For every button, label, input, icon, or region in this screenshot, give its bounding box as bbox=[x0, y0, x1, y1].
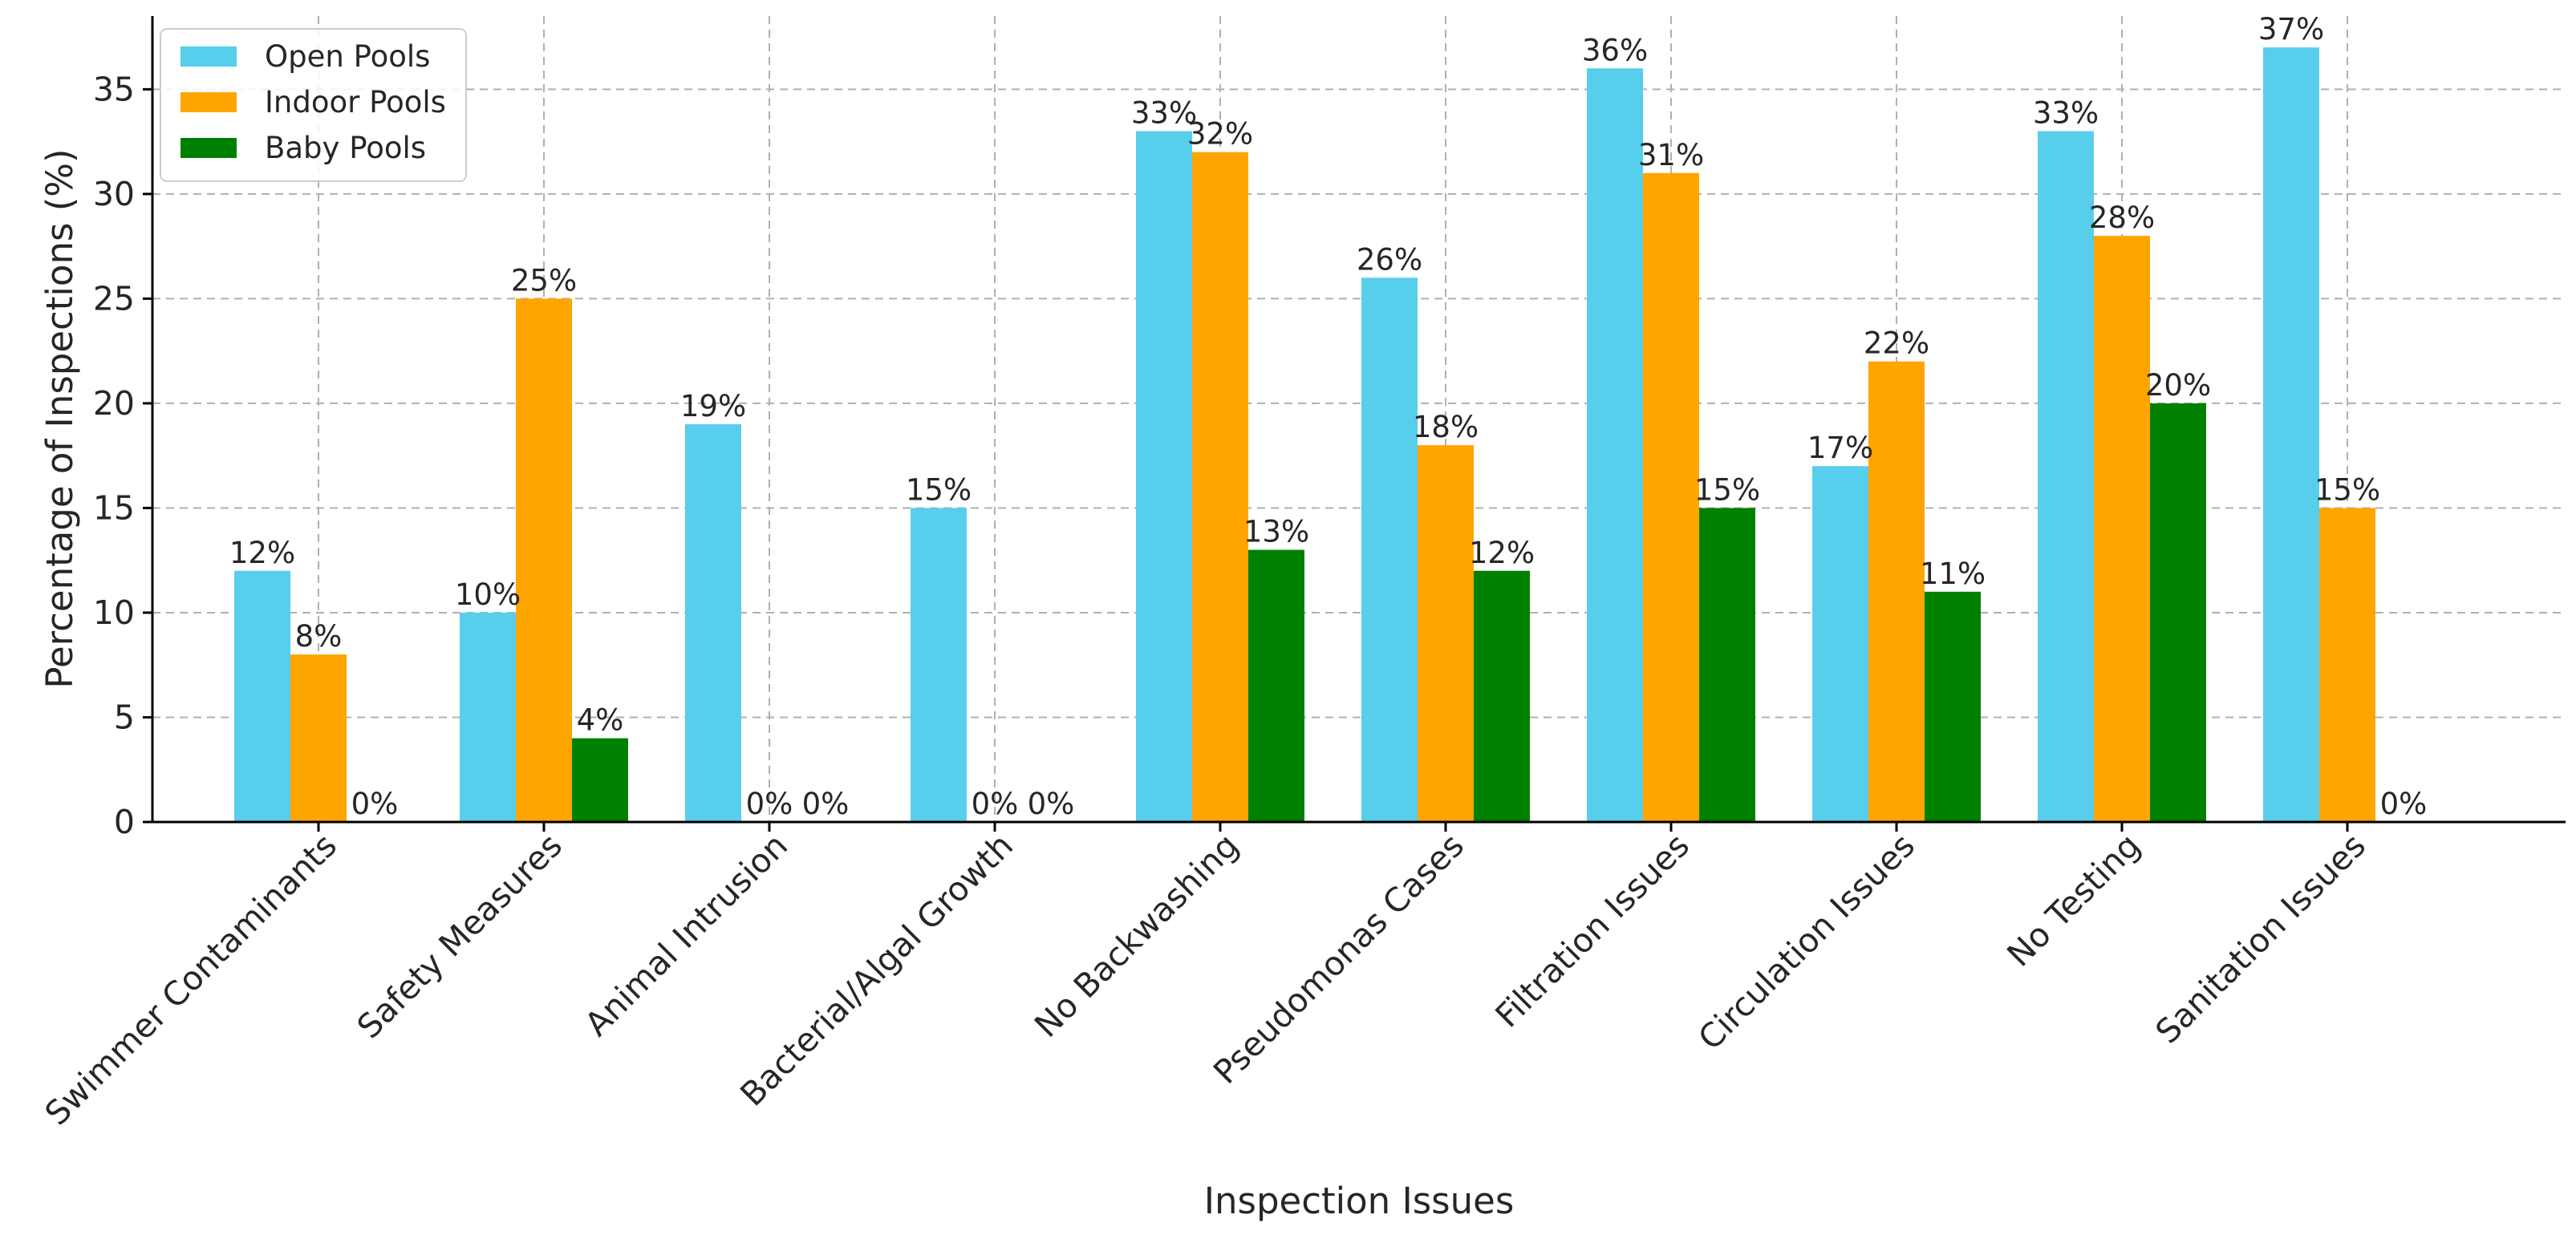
legend-swatch bbox=[181, 47, 237, 67]
x-tick-label: Pseudomonas Cases bbox=[1206, 826, 1471, 1091]
bar-value-label: 33% bbox=[2033, 96, 2099, 131]
bar-value-label: 15% bbox=[1694, 472, 1760, 507]
bar-value-label: 12% bbox=[1469, 536, 1535, 570]
bar bbox=[1474, 570, 1530, 822]
bar-value-label: 8% bbox=[295, 619, 343, 654]
bar bbox=[460, 612, 516, 822]
bar-value-label: 22% bbox=[1864, 326, 1929, 361]
bar-value-label: 0% bbox=[802, 787, 850, 821]
legend-swatch bbox=[181, 138, 237, 158]
bar-value-label: 12% bbox=[229, 536, 295, 570]
bar-value-label: 0% bbox=[2380, 787, 2428, 821]
bar bbox=[911, 508, 967, 822]
bar bbox=[1136, 131, 1192, 823]
x-tick-label: Circulation Issues bbox=[1691, 826, 1922, 1057]
x-tick-label: Filtration Issues bbox=[1488, 826, 1698, 1035]
bar-value-label: 19% bbox=[680, 389, 746, 423]
bar bbox=[2150, 403, 2206, 822]
bars bbox=[234, 47, 2375, 823]
bar bbox=[1587, 68, 1643, 822]
legend-frame bbox=[160, 28, 467, 182]
bar bbox=[1699, 508, 1755, 822]
bar bbox=[1248, 549, 1304, 822]
bar bbox=[2263, 47, 2319, 823]
legend-label: Indoor Pools bbox=[265, 85, 446, 119]
bar-value-label: 26% bbox=[1357, 242, 1422, 277]
bar-value-label: 11% bbox=[1920, 557, 1986, 591]
x-tick-label: Sanitation Issues bbox=[2148, 826, 2374, 1051]
y-axis-title: Percentage of Inspections (%) bbox=[39, 148, 81, 688]
bar bbox=[2319, 508, 2375, 822]
legend: Open Pools Indoor Pools Baby Pools bbox=[160, 28, 467, 182]
legend-swatch bbox=[181, 92, 237, 112]
bar-value-label: 25% bbox=[511, 263, 577, 298]
y-tick-label: 10 bbox=[93, 593, 135, 632]
bar bbox=[1361, 277, 1418, 822]
bar bbox=[234, 570, 290, 822]
bar bbox=[516, 298, 572, 822]
bar-value-label: 15% bbox=[906, 472, 972, 507]
legend-label: Baby Pools bbox=[265, 131, 426, 165]
x-tick-label: Swimmer Contaminants bbox=[38, 826, 344, 1132]
bar-value-label: 10% bbox=[455, 577, 521, 612]
y-tick-label: 15 bbox=[93, 488, 135, 527]
bar-value-label: 31% bbox=[1638, 138, 1704, 172]
bar bbox=[685, 424, 741, 822]
x-tick-label: Safety Measures bbox=[350, 826, 570, 1046]
bar-value-label: 17% bbox=[1807, 431, 1873, 465]
bar-value-label: 20% bbox=[2145, 368, 2211, 403]
bar bbox=[1418, 445, 1474, 822]
y-tick-label: 5 bbox=[114, 698, 135, 736]
bar bbox=[2038, 131, 2094, 823]
bar-value-label: 0% bbox=[746, 787, 793, 821]
x-tick-label: No Testing bbox=[2000, 826, 2148, 974]
y-tick-label: 25 bbox=[93, 279, 135, 318]
y-tick-label: 30 bbox=[93, 175, 135, 213]
bar-value-label: 4% bbox=[577, 703, 624, 738]
x-axis-title: Inspection Issues bbox=[1204, 1180, 1515, 1222]
bar-value-label: 18% bbox=[1413, 410, 1479, 444]
bar-value-label: 28% bbox=[2089, 200, 2155, 235]
bar-value-label: 13% bbox=[1243, 515, 1309, 549]
bar-value-label: 33% bbox=[1131, 96, 1197, 131]
bar bbox=[1925, 591, 1981, 822]
legend-label: Open Pools bbox=[265, 39, 430, 74]
bar bbox=[1643, 172, 1699, 822]
bar bbox=[1868, 361, 1925, 822]
bar-value-label: 15% bbox=[2314, 472, 2380, 507]
bar-value-label: 37% bbox=[2258, 12, 2324, 47]
bar bbox=[1812, 466, 1868, 822]
data-labels: 12% 10% 19% 15% 33% 26% 36% 17% 33% 37% 8% 25% 0% 0% 3… bbox=[229, 12, 2427, 821]
bar-value-label: 0% bbox=[351, 787, 399, 821]
x-tick-label: No Backwashing bbox=[1027, 826, 1246, 1045]
x-tick-label: Animal Intrusion bbox=[578, 826, 795, 1043]
bar bbox=[2094, 236, 2150, 822]
y-tick-label: 0 bbox=[114, 803, 135, 841]
bar bbox=[1192, 152, 1248, 823]
bar-value-label: 32% bbox=[1187, 117, 1253, 152]
y-tick-label: 35 bbox=[93, 70, 135, 108]
y-tick-label: 20 bbox=[93, 384, 135, 423]
bar bbox=[290, 654, 347, 822]
bar bbox=[572, 738, 628, 822]
bar-value-label: 36% bbox=[1582, 33, 1648, 67]
bar-value-label: 0% bbox=[1028, 787, 1075, 821]
bar-value-label: 0% bbox=[972, 787, 1019, 821]
